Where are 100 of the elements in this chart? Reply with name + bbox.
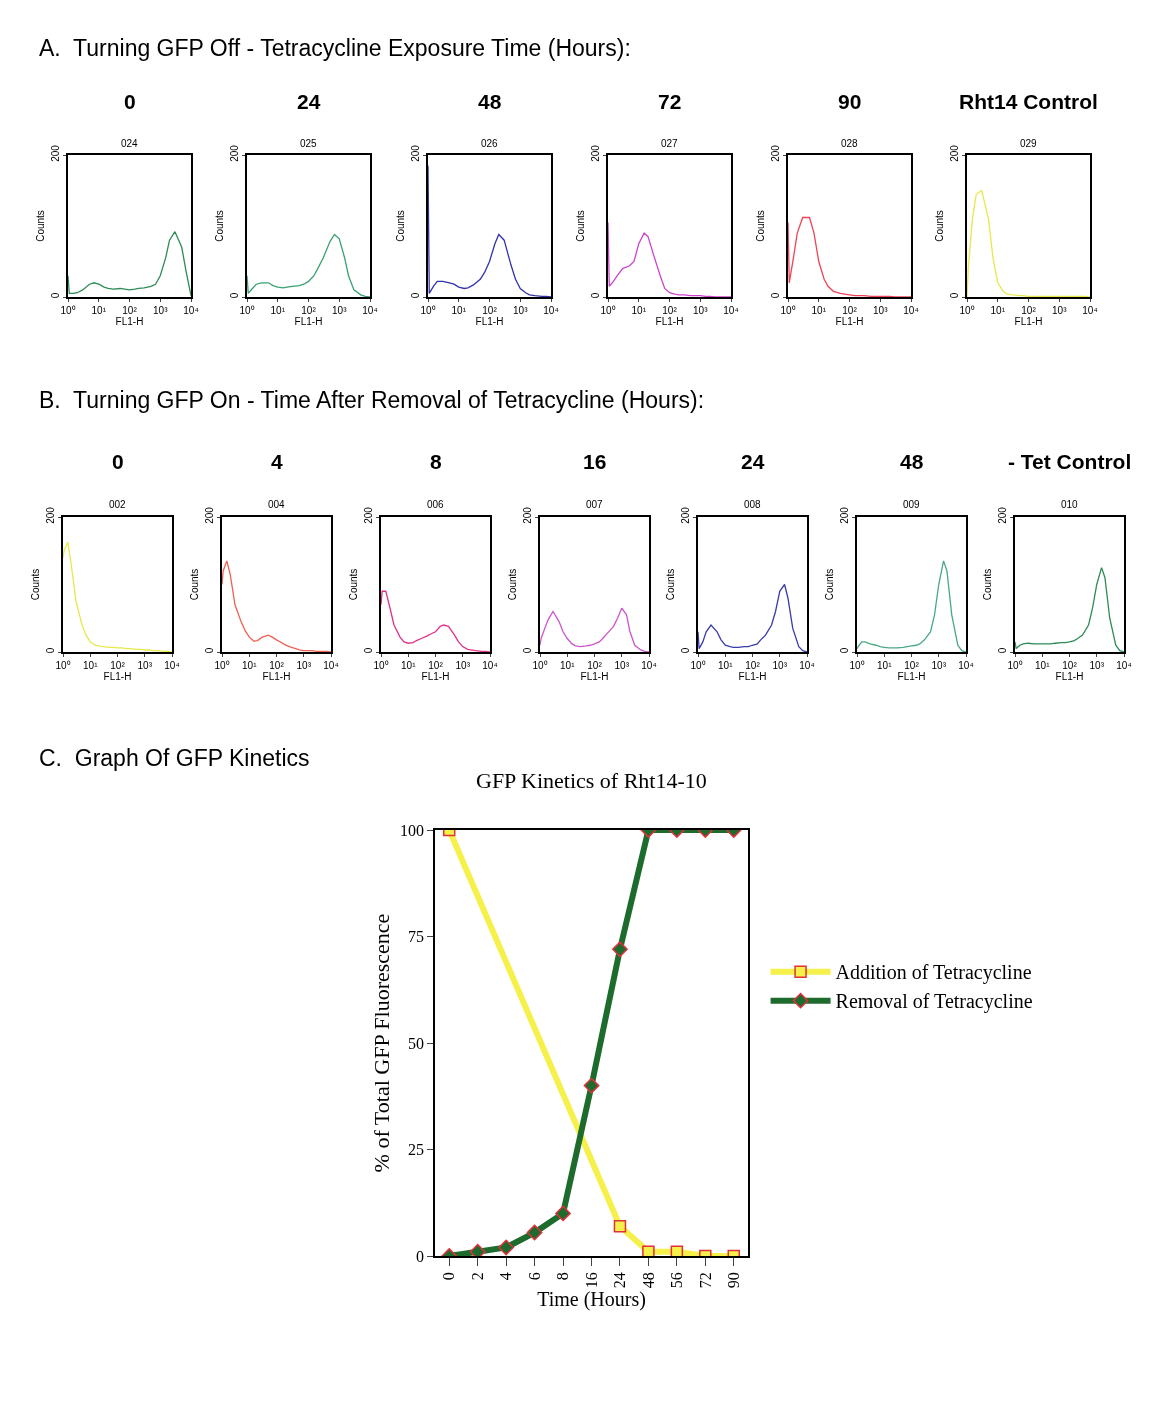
x-tick-label: 10³ <box>332 304 348 316</box>
x-axis-title: FL1-H <box>897 670 926 682</box>
chart-title: 48 <box>900 450 924 473</box>
x-tick-label: 10⁰ <box>532 659 548 671</box>
chart-title: 16 <box>583 450 607 473</box>
x-tick-label: 10⁴ <box>723 304 739 316</box>
y-tick-label: 0 <box>410 292 422 299</box>
x-tick-label: 10⁰ <box>600 304 616 316</box>
point <box>555 1205 571 1222</box>
x-tick-label: 10⁴ <box>799 659 815 671</box>
x-axis-title: FL1-H <box>580 670 609 682</box>
x-tick-label: 10⁴ <box>543 304 559 316</box>
y-tick-label: 200 <box>363 506 375 524</box>
x-tick-label: 6 <box>525 1272 543 1281</box>
x-tick-label: 10⁴ <box>164 659 180 671</box>
x-tick-label: 10⁴ <box>641 659 657 671</box>
x-tick-label: 10³ <box>1052 304 1068 316</box>
y-tick-label: 200 <box>997 506 1009 524</box>
point <box>613 1219 627 1233</box>
x-tick-label: 10⁰ <box>780 304 796 316</box>
x-tick-label: 10⁴ <box>1082 304 1098 316</box>
x-tick-label: 10¹ <box>270 304 286 316</box>
x-tick-label: 10¹ <box>877 659 893 671</box>
legend-label: Addition of Tetracycline <box>835 961 1032 985</box>
x-tick-label: 10² <box>842 304 858 316</box>
y-axis-title: Counts <box>823 568 835 601</box>
x-tick-label: 10² <box>110 659 126 671</box>
x-tick-label: 10³ <box>1089 659 1105 671</box>
x-tick-label: 10¹ <box>718 659 734 671</box>
x-axis-title: FL1-H <box>421 670 450 682</box>
x-tick-label: 10² <box>662 304 678 316</box>
y-tick-label: 200 <box>680 506 692 524</box>
chart-subtitle: 028 <box>841 138 859 149</box>
x-tick-label: 10² <box>301 304 317 316</box>
x-tick-label: 10² <box>1021 304 1037 316</box>
x-tick-label: 16 <box>582 1272 600 1289</box>
text: A. Turning GFP Off - Tetracycline Exposure Time (Hours): <box>39 35 631 61</box>
x-tick-label: 10⁰ <box>690 659 706 671</box>
x-tick-label: 10¹ <box>401 659 417 671</box>
x-tick-label: 10² <box>587 659 603 671</box>
x-tick-label: 10⁰ <box>55 659 71 671</box>
chart-title: 24 <box>297 90 321 113</box>
x-tick-label: 10² <box>1062 659 1078 671</box>
x-tick-label: 10⁴ <box>903 304 919 316</box>
x-axis-title: FL1-H <box>835 315 864 327</box>
y-tick-label: 200 <box>229 144 241 162</box>
chart-subtitle: 029 <box>1020 138 1038 149</box>
x-tick-label: 10¹ <box>91 304 107 316</box>
chart-subtitle: 010 <box>1061 499 1079 510</box>
x-tick-label: 10⁰ <box>420 304 436 316</box>
x-tick-label: 10⁰ <box>1007 659 1023 671</box>
x-axis-title: FL1-H <box>103 670 132 682</box>
x-tick-label: 10⁰ <box>959 304 975 316</box>
y-axis-title: Counts <box>664 568 676 601</box>
y-tick-label: 75 <box>408 928 425 946</box>
y-axis-title: Counts <box>394 210 406 242</box>
x-tick-label: 2 <box>468 1272 486 1281</box>
chart-title: 0 <box>112 450 124 473</box>
chart-subtitle: 025 <box>300 138 318 149</box>
x-tick-label: 10⁴ <box>482 659 498 671</box>
x-tick-label: 10³ <box>153 304 169 316</box>
x-tick-label: 10⁴ <box>958 659 974 671</box>
chart-subtitle: 007 <box>586 499 604 510</box>
x-tick-label: 10⁴ <box>323 659 339 671</box>
x-tick-label: 24 <box>611 1272 629 1289</box>
x-tick-label: 10⁰ <box>849 659 865 671</box>
point <box>642 1245 655 1256</box>
y-axis-title: Counts <box>29 568 41 601</box>
chart-subtitle: 009 <box>903 499 921 510</box>
y-axis-title: Counts <box>34 210 46 242</box>
point <box>469 1243 486 1256</box>
x-tick-label: 10⁴ <box>362 304 378 316</box>
x-tick-label: 0 <box>440 1272 458 1281</box>
chart-subtitle: 002 <box>109 499 127 510</box>
y-tick-label: 0 <box>416 1247 425 1265</box>
x-tick-label: 72 <box>696 1272 714 1289</box>
y-axis-title: % of Total GFP Fluorescence <box>369 913 395 1173</box>
chart-title: 0 <box>124 90 136 113</box>
chart-title: 48 <box>478 90 502 113</box>
x-tick-label: 10³ <box>693 304 709 316</box>
chart-subtitle: 024 <box>121 138 139 149</box>
x-tick-label: 10¹ <box>1035 659 1051 671</box>
chart-title: 8 <box>430 450 442 473</box>
x-tick-label: 10² <box>269 659 285 671</box>
y-axis-title: Counts <box>347 568 359 601</box>
x-axis-title: FL1-H <box>262 670 291 682</box>
x-tick-label: 10³ <box>455 659 471 671</box>
x-tick-label: 10⁰ <box>239 304 255 316</box>
x-tick-label: 10⁰ <box>60 304 76 316</box>
y-axis-title: Counts <box>754 210 766 242</box>
y-tick-label: 200 <box>45 506 57 524</box>
x-tick-label: 10³ <box>931 659 947 671</box>
x-tick-label: 10⁰ <box>373 659 389 671</box>
x-tick-label: 10¹ <box>83 659 99 671</box>
chart-title: 24 <box>741 450 765 473</box>
y-tick-label: 200 <box>410 144 422 162</box>
y-tick-label: 200 <box>590 144 602 162</box>
y-axis-title: Counts <box>188 568 200 601</box>
x-tick-label: 10¹ <box>811 304 827 316</box>
chart-subtitle: 026 <box>481 138 499 149</box>
